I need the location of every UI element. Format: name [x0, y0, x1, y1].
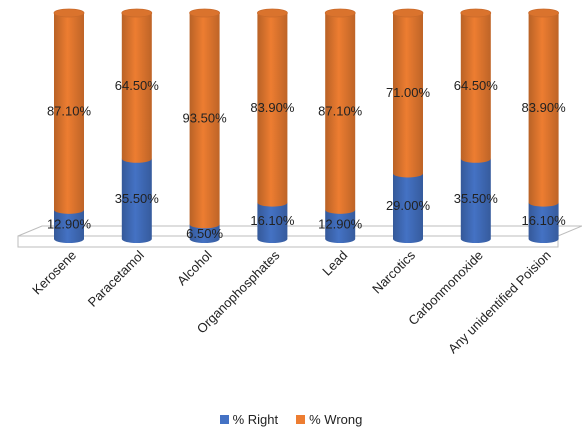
bar-top-cap-0 [53, 8, 85, 18]
legend-swatch-right [219, 415, 229, 424]
legend-label-wrong: % Wrong [309, 412, 363, 427]
legend: % Right % Wrong [0, 412, 582, 427]
bar-top-cap-1 [121, 8, 153, 18]
data-label-right-4: 12.90% [318, 216, 363, 231]
data-label-wrong-5: 71.00% [386, 85, 431, 100]
legend-swatch-wrong [296, 415, 306, 424]
data-label-wrong-1: 64.50% [115, 78, 160, 93]
bar-right-0 [54, 209, 84, 243]
data-label-right-2: 6.50% [186, 226, 223, 241]
bar-right-6 [460, 158, 491, 243]
bar-wrong-5 [393, 13, 423, 178]
data-label-wrong-3: 83.90% [250, 100, 295, 115]
bar-right-4 [325, 209, 356, 243]
bar-top-cap-3 [256, 8, 288, 18]
data-label-wrong-7: 83.90% [522, 100, 567, 115]
legend-item-wrong: % Wrong [296, 412, 362, 427]
bar-right-2 [189, 224, 220, 243]
data-label-wrong-6: 64.50% [454, 78, 499, 93]
category-label-5: Narcotics [369, 247, 418, 296]
bar-wrong-6 [460, 13, 491, 163]
bar-top-cap-2 [189, 8, 221, 18]
category-label-2: Alcohol [174, 247, 215, 288]
legend-label-right: % Right [232, 412, 279, 427]
category-label-1: Paracetamol [85, 247, 147, 309]
bar-right-5 [393, 173, 423, 243]
bar-wrong-3 [257, 13, 288, 207]
bar-wrong-1 [121, 13, 152, 163]
bar-wrong-2 [189, 13, 220, 229]
data-label-right-0: 12.90% [47, 216, 92, 231]
data-label-right-7: 16.10% [522, 213, 567, 228]
bar-top-cap-7 [528, 8, 559, 18]
data-label-right-6: 35.50% [454, 191, 499, 206]
bar-wrong-7 [528, 13, 559, 207]
floor-top [17, 225, 582, 237]
bar-top-cap-5 [392, 8, 424, 18]
bar-right-1 [121, 158, 152, 243]
bar-wrong-4 [325, 13, 356, 214]
bar-right-3 [257, 202, 288, 243]
bar-top-cap-4 [324, 8, 356, 18]
category-label-0: Kerosene [29, 248, 79, 298]
category-label-4: Lead [319, 248, 350, 279]
data-label-wrong-0: 87.10% [47, 103, 92, 118]
bar-wrong-0 [54, 13, 85, 214]
data-label-wrong-4: 87.10% [318, 103, 363, 118]
data-label-right-5: 29.00% [386, 198, 431, 213]
data-label-right-3: 16.10% [250, 213, 295, 228]
bar-right-7 [528, 202, 559, 243]
legend-item-right: % Right [219, 412, 279, 427]
data-label-right-1: 35.50% [115, 191, 160, 206]
data-label-wrong-2: 93.50% [183, 111, 228, 126]
bar-top-cap-6 [460, 8, 492, 18]
